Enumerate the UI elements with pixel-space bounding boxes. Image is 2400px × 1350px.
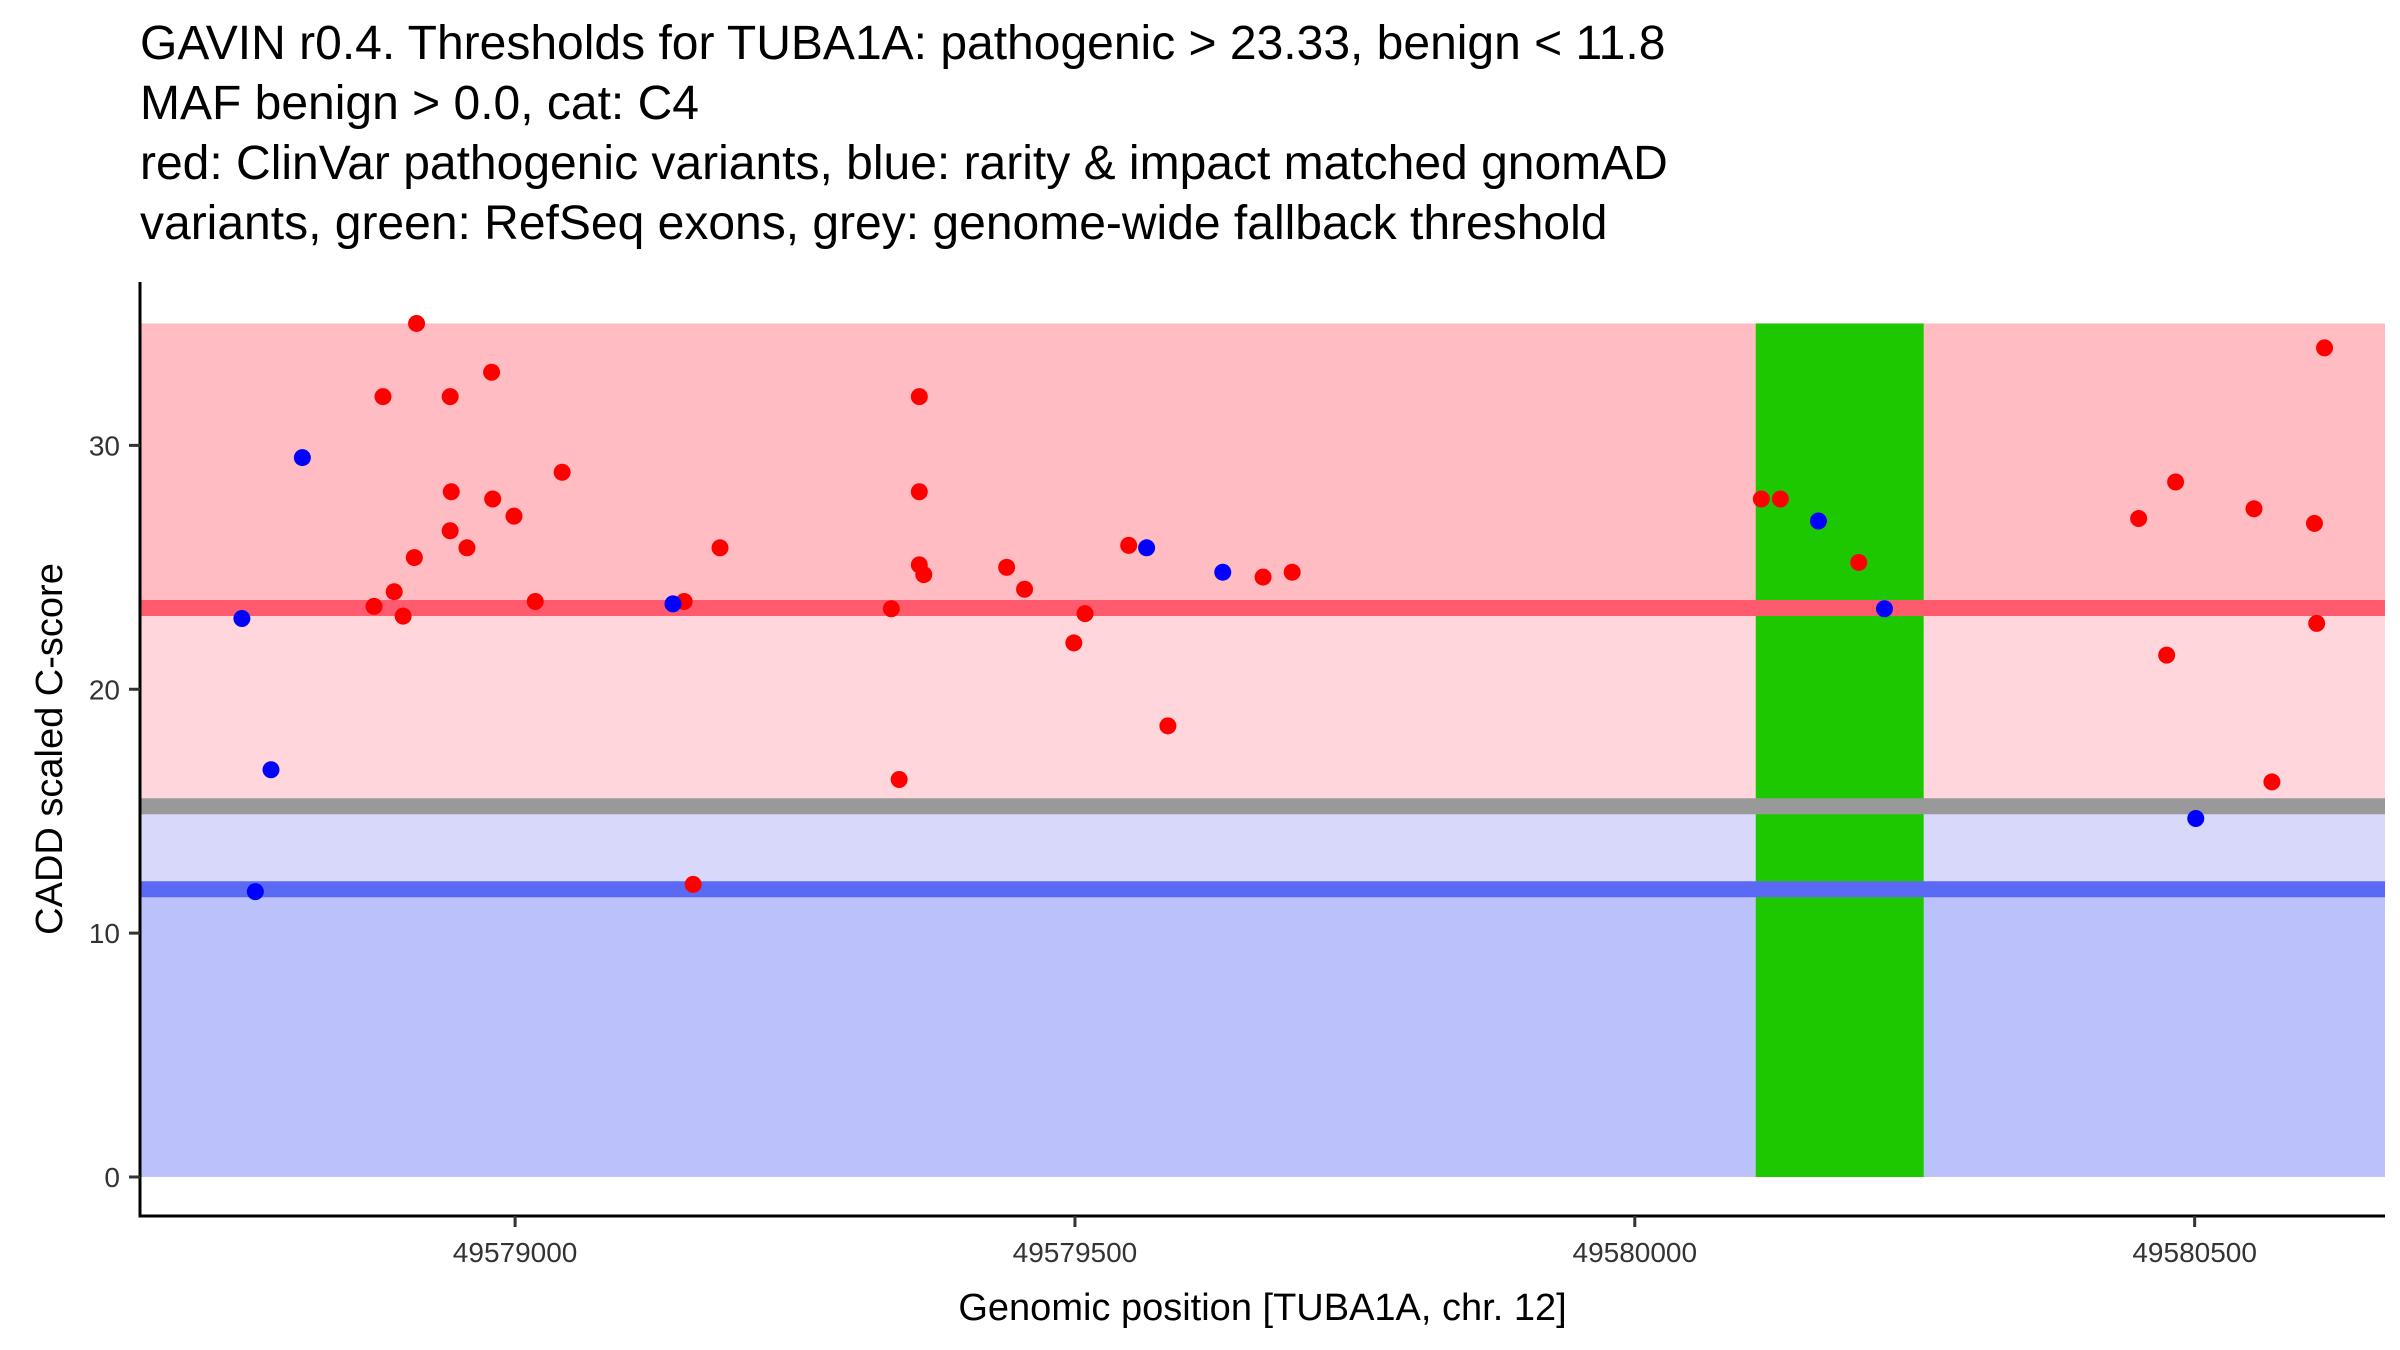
axes xyxy=(138,282,2385,1218)
x-axis-ticks: 49579000 49579500 49580000 49580500 xyxy=(453,1216,2257,1268)
clinvar-point xyxy=(365,597,383,615)
clinvar-point xyxy=(910,483,928,501)
data-points xyxy=(233,314,2334,901)
gnomad-point xyxy=(233,610,251,628)
title-line-3: red: ClinVar pathogenic variants, blue: … xyxy=(140,137,1668,190)
clinvar-point xyxy=(2308,614,2326,632)
clinvar-point xyxy=(915,566,933,584)
gnomad-point xyxy=(1875,600,1893,618)
x-tick-label: 49580000 xyxy=(1573,1237,1698,1268)
clinvar-point xyxy=(526,592,544,610)
title-line-4: variants, green: RefSeq exons, grey: gen… xyxy=(140,197,1608,250)
y-tick-label: 30 xyxy=(89,430,120,461)
clinvar-point xyxy=(2245,500,2263,518)
clinvar-point xyxy=(505,507,523,525)
clinvar-point xyxy=(394,607,412,625)
gnomad-point xyxy=(2187,810,2205,828)
clinvar-point xyxy=(441,388,459,406)
clinvar-point xyxy=(1850,553,1868,571)
clinvar-point xyxy=(1065,634,1083,652)
clinvar-point xyxy=(2158,646,2176,664)
clinvar-point xyxy=(2316,339,2334,357)
x-tick-label: 49579000 xyxy=(453,1237,578,1268)
x-axis-title: Genomic position [TUBA1A, chr. 12] xyxy=(958,1287,1566,1329)
clinvar-point xyxy=(1254,568,1272,586)
gnomad-point xyxy=(1214,563,1232,581)
gnomad-point xyxy=(246,883,264,901)
clinvar-point xyxy=(890,770,908,788)
clinvar-point xyxy=(405,549,423,567)
clinvar-point xyxy=(441,522,459,540)
x-tick-label: 49580500 xyxy=(2132,1237,2257,1268)
gnomad-point xyxy=(1138,539,1156,557)
threshold-lines xyxy=(140,600,2385,898)
threshold-zones xyxy=(140,323,2385,1177)
clinvar-point xyxy=(910,388,928,406)
title-line-2: MAF benign > 0.0, cat: C4 xyxy=(140,77,699,130)
clinvar-point xyxy=(1016,580,1034,598)
clinvar-point xyxy=(1283,563,1301,581)
exon-regions xyxy=(1755,323,1924,1177)
clinvar-point xyxy=(2263,773,2281,791)
clinvar-point xyxy=(553,463,571,481)
benign-zone xyxy=(140,889,2385,1177)
gnomad-point xyxy=(293,449,311,467)
clinvar-point xyxy=(442,483,460,501)
clinvar-point xyxy=(1752,490,1770,508)
clinvar-point xyxy=(385,583,403,601)
pathogenic-zone xyxy=(140,323,2385,609)
clinvar-point xyxy=(684,875,702,893)
y-tick-label: 0 xyxy=(104,1162,120,1193)
y-tick-label: 20 xyxy=(89,674,120,705)
y-axis-title: CADD scaled C-score xyxy=(29,563,71,935)
clinvar-point xyxy=(1159,717,1177,735)
x-tick-label: 49579500 xyxy=(1013,1237,1138,1268)
y-axis-ticks: 0 10 20 30 xyxy=(89,430,140,1193)
clinvar-point xyxy=(374,388,392,406)
exon-region xyxy=(1755,323,1924,1177)
y-tick-label: 10 xyxy=(89,918,120,949)
clinvar-point xyxy=(484,490,502,508)
clinvar-point xyxy=(711,539,729,557)
gnomad-point xyxy=(262,761,280,779)
clinvar-point xyxy=(408,314,426,332)
mid-zone xyxy=(140,608,2385,807)
chart-title: GAVIN r0.4. Thresholds for TUBA1A: patho… xyxy=(140,14,2340,254)
clinvar-point xyxy=(882,600,900,618)
gnomad-point xyxy=(664,595,682,613)
clinvar-point xyxy=(2305,514,2323,532)
clinvar-point xyxy=(1076,605,1094,623)
clinvar-point xyxy=(998,558,1016,576)
clinvar-point xyxy=(2130,510,2148,528)
clinvar-point xyxy=(2167,473,2185,491)
clinvar-point xyxy=(1120,536,1138,554)
clinvar-point xyxy=(458,539,476,557)
low-mid-zone xyxy=(140,806,2385,890)
title-line-1: GAVIN r0.4. Thresholds for TUBA1A: patho… xyxy=(140,17,1666,70)
clinvar-point xyxy=(1771,490,1789,508)
gnomad-point xyxy=(1809,512,1827,530)
clinvar-point xyxy=(483,363,501,381)
